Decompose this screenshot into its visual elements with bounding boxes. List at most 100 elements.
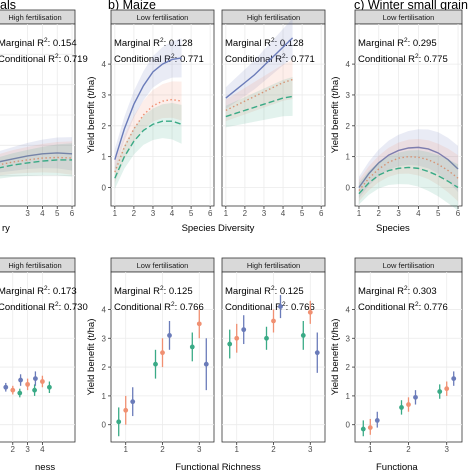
x-tick-label: 4 <box>40 209 45 218</box>
plot-area <box>0 271 76 443</box>
confidence-ribbon <box>114 102 182 190</box>
plot-area <box>354 23 463 207</box>
facet: Low fertilisation Marginal R2: 0.303 Condi… <box>346 257 463 454</box>
x-tick-label: 2 <box>11 445 16 454</box>
x-tick-label: 1 <box>368 445 373 454</box>
facet: High fertilisation Marginal R2: 0.154 Cond… <box>0 9 88 218</box>
confidence-ribbon <box>358 139 459 202</box>
panel-title: c) Winter small grain <box>354 0 468 12</box>
panel-d: High fertilisation Marginal R2: 0.173 Cond… <box>0 257 88 473</box>
data-point <box>160 350 165 356</box>
confidence-ribbon <box>225 77 293 128</box>
x-tick-label: 3 <box>197 445 202 454</box>
data-point <box>116 419 122 425</box>
x-tick-label: 5 <box>55 209 60 218</box>
series-line <box>358 146 459 188</box>
conditional-r2-label: Conditional R2: 0.776 <box>358 301 448 313</box>
data-point <box>3 384 9 390</box>
facet-strip-label: Low fertilisation <box>137 13 189 22</box>
y-tick-label: 0 <box>102 421 107 430</box>
data-point <box>307 309 313 315</box>
conditional-r2-label: Conditional R2: 0.771 <box>114 53 204 65</box>
data-point <box>264 335 269 341</box>
x-tick-label: 1 <box>224 209 229 218</box>
y-tick-label: 0 <box>346 183 351 192</box>
data-point <box>278 304 283 309</box>
y-tick-label: 1 <box>102 392 107 401</box>
x-tick-label: 5 <box>436 209 441 218</box>
data-point <box>234 335 240 341</box>
data-point <box>33 376 38 382</box>
x-axis-title: ness <box>35 462 55 473</box>
y-tick-label: 4 <box>346 305 351 314</box>
data-point <box>189 344 195 350</box>
data-point <box>203 361 209 367</box>
facet-strip-label: High fertilisation <box>8 261 61 270</box>
x-tick-label: 3 <box>25 445 30 454</box>
x-tick-label: 2 <box>243 209 248 218</box>
panel-title: b) Maize <box>108 0 156 12</box>
y-tick-label: 4 <box>102 305 107 314</box>
y-axis-title: Yield benefit (t/ha) <box>330 77 341 154</box>
x-axis-title: Functional Richness <box>175 462 261 473</box>
series-line <box>358 155 459 192</box>
y-axis-title: Yield benefit (t/ha) <box>330 319 341 396</box>
facet: Low fertilisation Marginal R2: 0.128 Condi… <box>102 9 215 218</box>
y-tick-label: 3 <box>346 91 351 100</box>
marginal-r2-label: Marginal R2: 0.154 <box>0 37 77 49</box>
series-line <box>0 159 73 169</box>
facet-strip-label: High fertilisation <box>247 261 300 270</box>
marginal-r2-label: Marginal R2: 0.295 <box>358 37 437 49</box>
data-point <box>444 386 450 392</box>
x-tick-label: 5 <box>189 209 194 218</box>
series-line <box>225 78 293 112</box>
data-point <box>271 318 276 324</box>
conditional-r2-label: Conditional R2: 0.771 <box>225 53 315 65</box>
facet-strip-label: High fertilisation <box>247 13 300 22</box>
x-tick-label: 4 <box>281 209 286 218</box>
data-point <box>167 332 172 338</box>
marginal-r2-label: Marginal R2: 0.125 <box>114 285 193 297</box>
data-point <box>227 341 233 347</box>
facet-strip-label: High fertilisation <box>8 13 61 22</box>
x-tick-label: 6 <box>70 209 75 218</box>
y-tick-label: 3 <box>102 334 107 343</box>
x-tick-label: 2 <box>160 445 165 454</box>
x-tick-label: 3 <box>444 445 449 454</box>
facet: Low fertilisation Marginal R2: 0.125 Condi… <box>102 257 215 454</box>
data-point <box>360 426 366 432</box>
data-point <box>25 381 30 387</box>
facet-strip-label: Low fertilisation <box>137 261 189 270</box>
series-line <box>114 57 182 160</box>
confidence-ribbon <box>114 38 182 171</box>
x-tick-label: 3 <box>151 209 156 218</box>
series-line <box>225 37 294 99</box>
data-point <box>300 332 306 338</box>
x-tick-label: 6 <box>456 209 461 218</box>
marginal-r2-label: Marginal R2: 0.128 <box>114 37 193 49</box>
data-point <box>241 327 247 333</box>
data-point <box>130 399 136 405</box>
confidence-ribbon <box>0 143 73 179</box>
y-tick-label: 2 <box>102 122 107 131</box>
data-point <box>10 387 16 393</box>
confidence-ribbon <box>114 81 182 183</box>
facet: Low fertilisation Marginal R2: 0.295 Condi… <box>346 9 463 218</box>
data-point <box>437 389 443 394</box>
x-tick-label: 6 <box>319 209 324 218</box>
x-tick-label: 5 <box>300 209 305 218</box>
x-tick-label: 6 <box>208 209 213 218</box>
data-point <box>123 407 129 413</box>
x-tick-label: 1 <box>234 445 239 454</box>
y-tick-label: 0 <box>102 183 107 192</box>
data-point <box>18 377 23 383</box>
x-tick-label: 1 <box>113 209 118 218</box>
y-tick-label: 0 <box>346 421 351 430</box>
x-tick-label: 4 <box>170 209 175 218</box>
data-point <box>413 394 418 400</box>
confidence-ribbon <box>225 18 293 109</box>
data-point <box>40 379 45 384</box>
marginal-r2-label: Marginal R2: 0.125 <box>225 285 304 297</box>
conditional-r2-label: Conditional R2: 0.730 <box>0 301 88 313</box>
